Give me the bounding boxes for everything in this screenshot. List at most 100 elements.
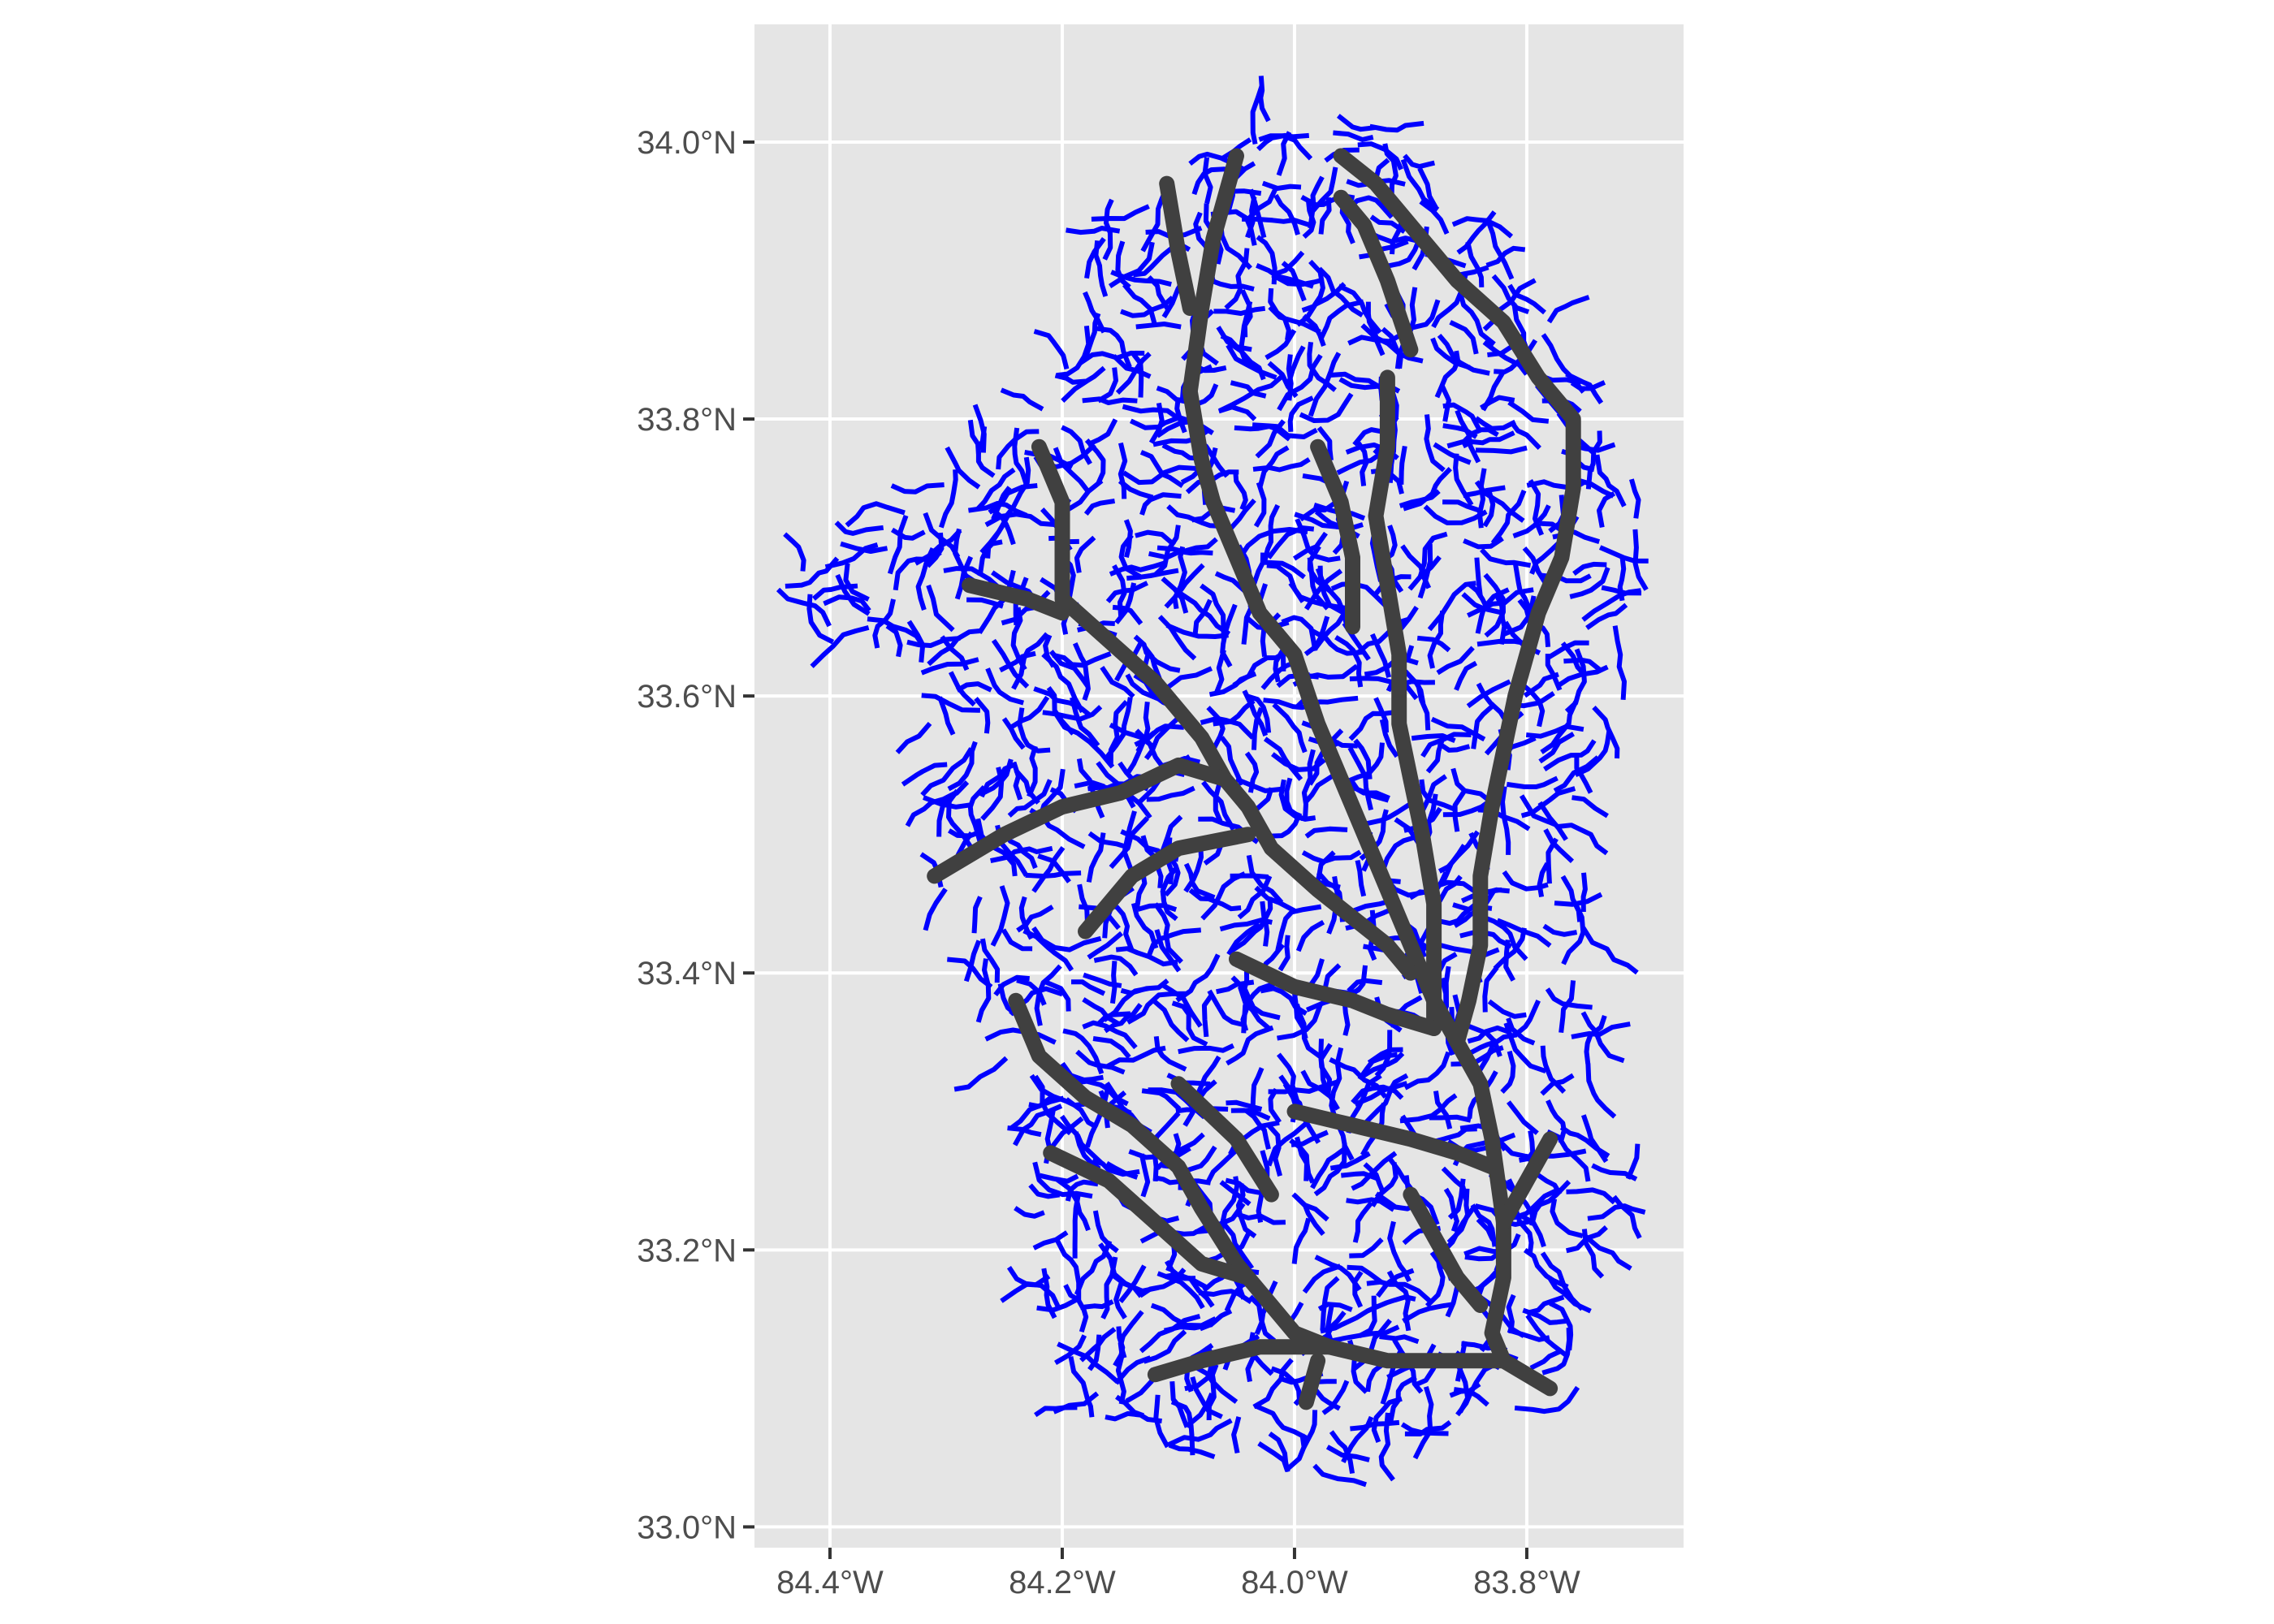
minor-stream (1244, 1108, 1271, 1150)
minor-stream (1152, 999, 1190, 1043)
minor-stream (1185, 469, 1239, 495)
minor-stream (1122, 283, 1157, 326)
minor-stream (1063, 1284, 1089, 1333)
minor-stream (1103, 697, 1133, 762)
minor-stream (1625, 1143, 1641, 1180)
minor-stream (1039, 1173, 1079, 1184)
minor-stream (1083, 291, 1107, 334)
minor-stream (1471, 702, 1497, 749)
minor-stream (1086, 832, 1106, 883)
minor-stream (1082, 396, 1138, 405)
minor-stream (1542, 923, 1578, 937)
minor-stream (1285, 345, 1306, 388)
minor-stream (867, 616, 927, 649)
minor-stream (1277, 1003, 1323, 1041)
minor-stream (1217, 404, 1257, 421)
minor-stream (1493, 927, 1527, 971)
minor-stream (1500, 1050, 1516, 1095)
minor-stream (1417, 543, 1433, 599)
minor-stream (1403, 467, 1452, 512)
minor-stream (1342, 1000, 1351, 1036)
minor-stream (1349, 779, 1390, 801)
minor-stream (937, 696, 956, 736)
minor-stream (1288, 581, 1347, 611)
minor-stream (1541, 1328, 1572, 1376)
major-river-south-trib (1147, 1339, 1338, 1383)
minor-stream (1192, 598, 1213, 635)
minor-stream (947, 957, 993, 989)
minor-stream (1046, 686, 1075, 736)
major-river-east-mid-trib (1403, 1186, 1489, 1313)
minor-stream (1130, 415, 1181, 430)
minor-stream (1171, 1000, 1208, 1047)
minor-stream (1084, 237, 1106, 279)
minor-stream (921, 693, 980, 713)
major-river-east-lower-trib (1495, 1131, 1559, 1230)
minor-stream (1201, 995, 1213, 1038)
minor-stream (1109, 816, 1149, 870)
minor-stream (1437, 741, 1471, 753)
minor-stream (1226, 1099, 1263, 1112)
minor-stream (1257, 1441, 1290, 1471)
minor-stream (823, 594, 871, 612)
minor-stream (1597, 491, 1616, 528)
minor-stream (1532, 1169, 1563, 1196)
minor-stream (1361, 1052, 1405, 1079)
minor-stream (1371, 1396, 1403, 1443)
minor-stream (1230, 380, 1267, 399)
minor-stream (1420, 774, 1447, 812)
minor-stream (1120, 296, 1174, 318)
minor-stream (1083, 312, 1101, 358)
minor-stream (1001, 928, 1033, 952)
minor-stream (1585, 430, 1602, 490)
latitude-axis: 34.0°N 33.8°N 33.6°N 33.4°N 33.2°N 33.0°N (637, 125, 754, 1545)
minor-stream (1441, 1166, 1469, 1202)
minor-stream (1251, 552, 1266, 587)
minor-stream (1507, 1327, 1550, 1342)
minor-stream (1250, 1067, 1265, 1109)
minor-stream (1252, 422, 1318, 439)
minor-stream (1235, 1183, 1257, 1238)
minor-stream (923, 888, 948, 931)
minor-stream (1125, 673, 1160, 702)
minor-stream (1329, 1430, 1355, 1475)
minor-stream (1318, 197, 1332, 235)
minor-stream (1287, 395, 1314, 432)
minor-stream (1632, 529, 1649, 591)
minor-stream (1118, 533, 1144, 581)
minor-stream (1256, 263, 1314, 289)
minor-stream (1543, 828, 1575, 864)
minor-stream (1178, 590, 1231, 637)
minor-stream (1281, 615, 1318, 652)
minor-stream (1087, 418, 1118, 447)
minor-stream (1353, 738, 1373, 780)
lon-tick-label: 83.8°W (1473, 1565, 1580, 1600)
minor-stream (1170, 1399, 1195, 1456)
minor-stream (1033, 686, 1093, 719)
minor-stream (1095, 326, 1132, 369)
minor-stream (1175, 953, 1221, 1003)
minor-stream (1072, 1194, 1081, 1259)
minor-stream (1281, 261, 1307, 302)
lat-tick-label: 33.0°N (637, 1510, 737, 1545)
minor-stream (1429, 879, 1476, 894)
minor-stream (974, 697, 991, 734)
minor-stream (1025, 870, 1082, 879)
minor-stream (1470, 1203, 1498, 1247)
minor-stream (1022, 928, 1074, 972)
minor-stream (1167, 1418, 1233, 1448)
minor-stream (1571, 795, 1609, 818)
major-river-northeast-main (1333, 148, 1581, 1050)
minor-stream (1033, 1074, 1072, 1136)
minor-stream (1581, 588, 1641, 622)
minor-stream (1185, 1392, 1214, 1428)
minor-stream (1087, 931, 1124, 960)
minor-stream (1529, 1179, 1571, 1227)
minor-stream (1403, 1051, 1451, 1091)
minor-stream (1369, 214, 1407, 234)
minor-stream (1098, 1242, 1143, 1298)
minor-stream (1139, 1153, 1151, 1198)
minor-stream (906, 636, 961, 648)
minor-stream (1005, 456, 1031, 517)
major-river-central-east-trib (1286, 1104, 1500, 1175)
